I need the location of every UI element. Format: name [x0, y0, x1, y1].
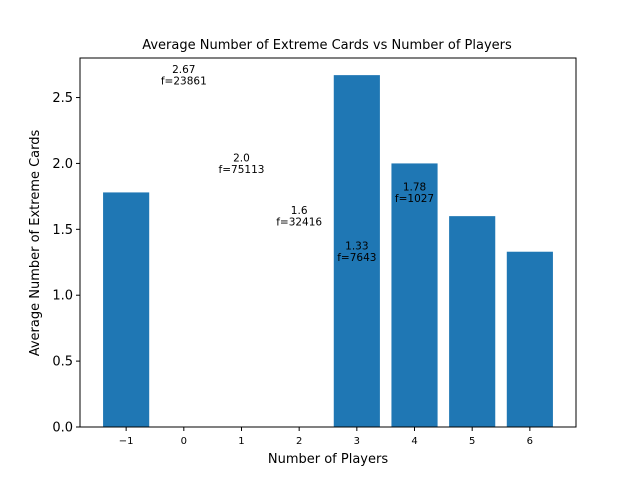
data-label: 1.33 f=7643 [337, 241, 376, 265]
x-tick-label: −1 [119, 436, 134, 447]
x-tick-label: 0 [181, 436, 187, 447]
y-axis-ticks: 0.0 0.5 1.0 1.5 2.0 2.5 [52, 91, 80, 436]
data-label-value: 2.67 [172, 64, 195, 76]
data-label-value: 1.33 [345, 241, 368, 253]
x-tick-label: 2 [296, 436, 302, 447]
bars-group [103, 75, 553, 427]
data-label-value: 1.78 [403, 181, 426, 193]
x-axis-label: Number of Players [268, 452, 388, 467]
x-tick-label: 4 [411, 436, 417, 447]
bar [391, 163, 438, 427]
data-label: 2.0 f=75113 [219, 152, 265, 176]
y-axis-label: Average Number of Extreme Cards [28, 129, 43, 356]
data-label-frequency: f=1027 [395, 193, 434, 205]
data-label-frequency: f=75113 [219, 164, 265, 176]
x-tick-label: 3 [354, 436, 360, 447]
data-label-frequency: f=7643 [337, 252, 376, 264]
bar [506, 251, 553, 427]
data-label-frequency: f=23861 [161, 76, 207, 88]
x-axis-ticks: −1 0 1 2 3 4 5 6 [119, 427, 533, 447]
bar [103, 192, 150, 427]
y-tick-label: 1.0 [52, 289, 73, 304]
y-tick-label: 0.0 [52, 421, 73, 436]
data-label: 2.67 f=23861 [161, 64, 207, 88]
data-label: 1.78 f=1027 [395, 181, 434, 205]
x-tick-label: 5 [469, 436, 475, 447]
bar [333, 75, 380, 427]
bar [449, 216, 496, 427]
y-tick-label: 0.5 [52, 355, 73, 370]
x-tick-label: 6 [527, 436, 533, 447]
data-label: 1.6 f=32416 [276, 205, 322, 229]
y-tick-label: 2.0 [52, 157, 73, 172]
annotations-group: 2.67 f=23861 2.0 f=75113 1.6 f=32416 1.33 f=764… [161, 64, 434, 264]
x-tick-label: 1 [238, 436, 244, 447]
y-tick-label: 1.5 [52, 223, 73, 238]
data-label-frequency: f=32416 [276, 217, 322, 229]
data-label-value: 1.6 [291, 205, 308, 217]
y-tick-label: 2.5 [52, 91, 73, 106]
chart-title: Average Number of Extreme Cards vs Numbe… [142, 38, 512, 53]
data-label-value: 2.0 [233, 152, 250, 164]
plot-area-frame [79, 57, 577, 428]
